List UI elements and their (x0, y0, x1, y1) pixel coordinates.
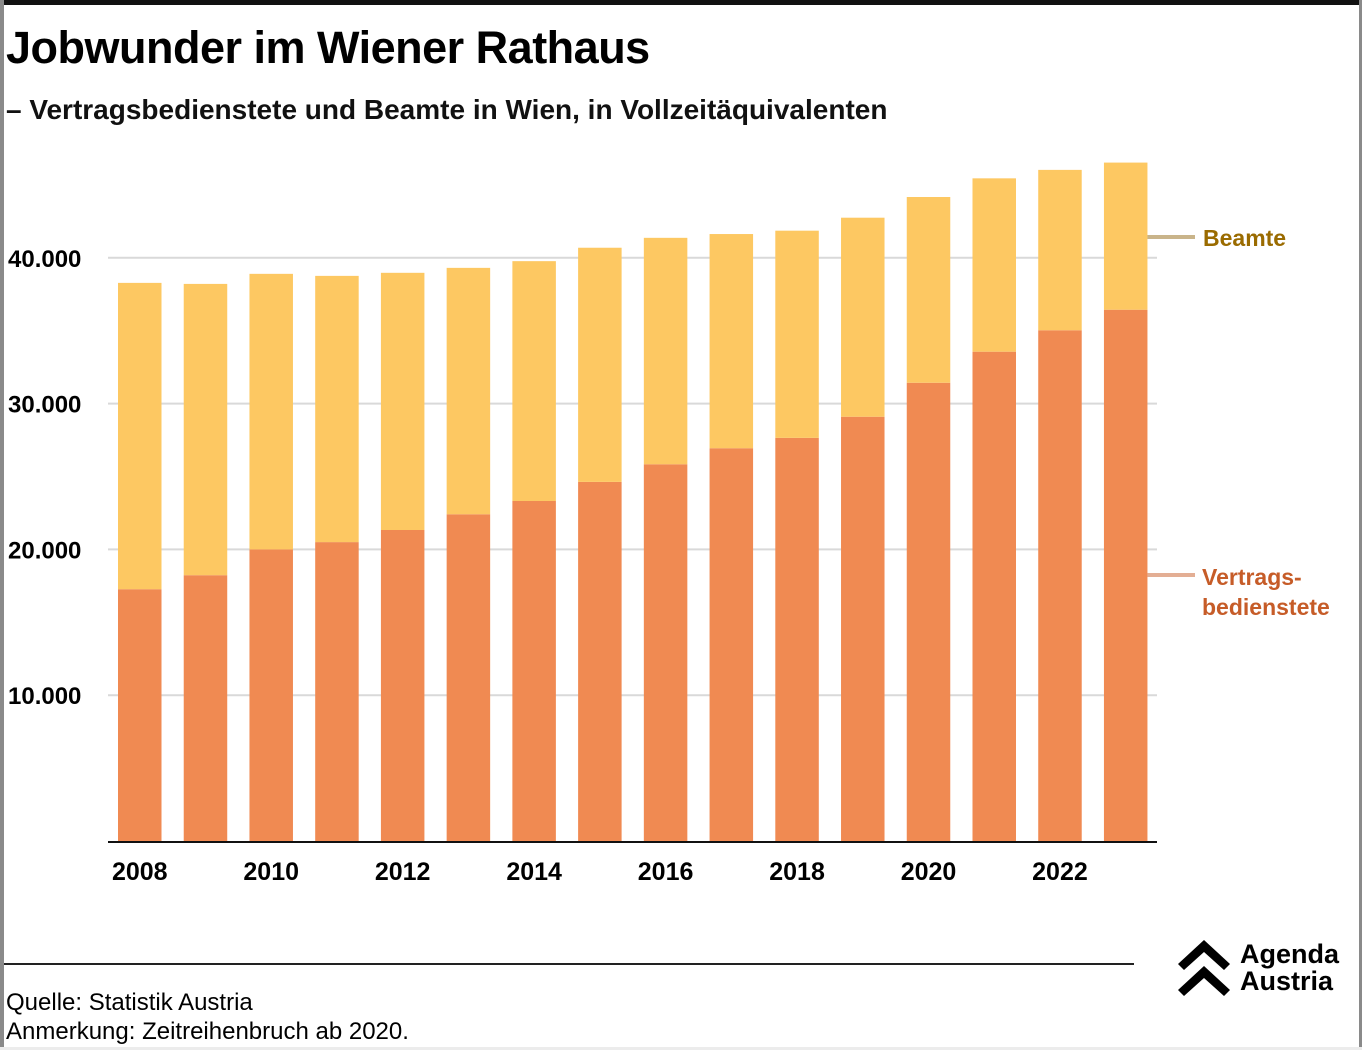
double-chevron-up-icon (1178, 940, 1230, 996)
y-tick-label: 40.000 (8, 246, 81, 273)
bar-beamte-2018 (775, 230, 819, 438)
agenda-austria-logo: Agenda Austria (1178, 940, 1362, 1000)
chart-title: Jobwunder im Wiener Rathaus (6, 22, 650, 73)
bar-beamte-2021 (972, 178, 1016, 352)
chart-subtitle: – Vertragsbedienstete und Beamte in Wien… (6, 94, 888, 125)
bar-vertragsbedienstete-2021 (972, 351, 1016, 841)
bars (118, 162, 1148, 841)
legend-label-beamte: Beamte (1203, 225, 1286, 251)
frame-bottom-border (0, 1047, 1362, 1050)
x-axis-ticks: 2008 2010 2012 2014 2016 2018 2020 2022 (112, 858, 1088, 886)
bar-beamte-2015 (578, 247, 622, 482)
bar-beamte-2020 (906, 197, 951, 383)
x-tick-label: 2018 (769, 858, 825, 886)
frame-top-border (0, 0, 1362, 5)
bar-vertragsbedienstete-2010 (249, 549, 293, 841)
bar-vertragsbedienstete-2015 (578, 481, 622, 841)
x-tick-label: 2022 (1032, 858, 1088, 886)
x-tick-label: 2020 (901, 858, 957, 886)
stacked-bar-chart: 10.000 20.000 30.000 40.000 2008 2010 2012 201… (8, 162, 1330, 886)
bar-vertragsbedienstete-2020 (906, 382, 951, 841)
bar-beamte-2013 (446, 267, 491, 515)
logo-line-1: Agenda (1240, 939, 1340, 969)
legend-label-vertragsbedienstete: Vertrags- (1202, 564, 1302, 590)
bar-vertragsbedienstete-2014 (512, 500, 556, 841)
bar-vertragsbedienstete-2016 (643, 464, 688, 841)
bar-beamte-2009 (183, 283, 228, 576)
x-tick-label: 2012 (375, 858, 431, 886)
bar-vertragsbedienstete-2017 (709, 448, 754, 841)
bar-beamte-2023 (1103, 162, 1148, 310)
bar-beamte-2014 (512, 261, 556, 501)
bar-beamte-2019 (841, 217, 885, 417)
bar-vertragsbedienstete-2009 (183, 575, 228, 841)
bar-beamte-2008 (118, 282, 162, 590)
y-tick-label: 10.000 (8, 683, 81, 710)
legend-label-vertragsbedienstete: bedienstete (1202, 594, 1330, 620)
bar-vertragsbedienstete-2011 (315, 542, 359, 841)
x-tick-label: 2016 (638, 858, 694, 886)
frame-right-border (1359, 0, 1362, 1050)
bar-beamte-2010 (249, 273, 293, 550)
y-axis-ticks: 10.000 20.000 30.000 40.000 (8, 246, 81, 710)
x-tick-label: 2008 (112, 858, 168, 886)
bar-vertragsbedienstete-2013 (446, 514, 491, 841)
bar-vertragsbedienstete-2022 (1038, 330, 1082, 841)
bar-vertragsbedienstete-2012 (380, 530, 425, 841)
remark-note: Anmerkung: Zeitreihenbruch ab 2020. (6, 1018, 409, 1045)
bar-beamte-2016 (643, 237, 688, 465)
bar-beamte-2011 (315, 275, 359, 543)
bar-beamte-2017 (709, 234, 754, 449)
legend-direct-labels: Beamte Vertrags-bedienstete (1147, 225, 1330, 620)
y-tick-label: 20.000 (8, 537, 81, 564)
bar-vertragsbedienstete-2019 (841, 416, 885, 841)
bar-vertragsbedienstete-2023 (1103, 309, 1148, 841)
bar-beamte-2012 (380, 272, 425, 531)
bar-vertragsbedienstete-2018 (775, 437, 819, 841)
footer-divider (4, 963, 1134, 965)
source-note: Quelle: Statistik Austria (6, 989, 253, 1016)
logo-line-2: Austria (1240, 966, 1334, 996)
logo-wordmark: Agenda Austria (1240, 941, 1339, 995)
x-tick-label: 2014 (506, 858, 562, 886)
x-tick-label: 2010 (243, 858, 299, 886)
y-tick-label: 30.000 (8, 392, 81, 419)
bar-vertragsbedienstete-2008 (118, 589, 162, 841)
frame-left-border (0, 0, 4, 1050)
bar-beamte-2022 (1038, 169, 1082, 331)
